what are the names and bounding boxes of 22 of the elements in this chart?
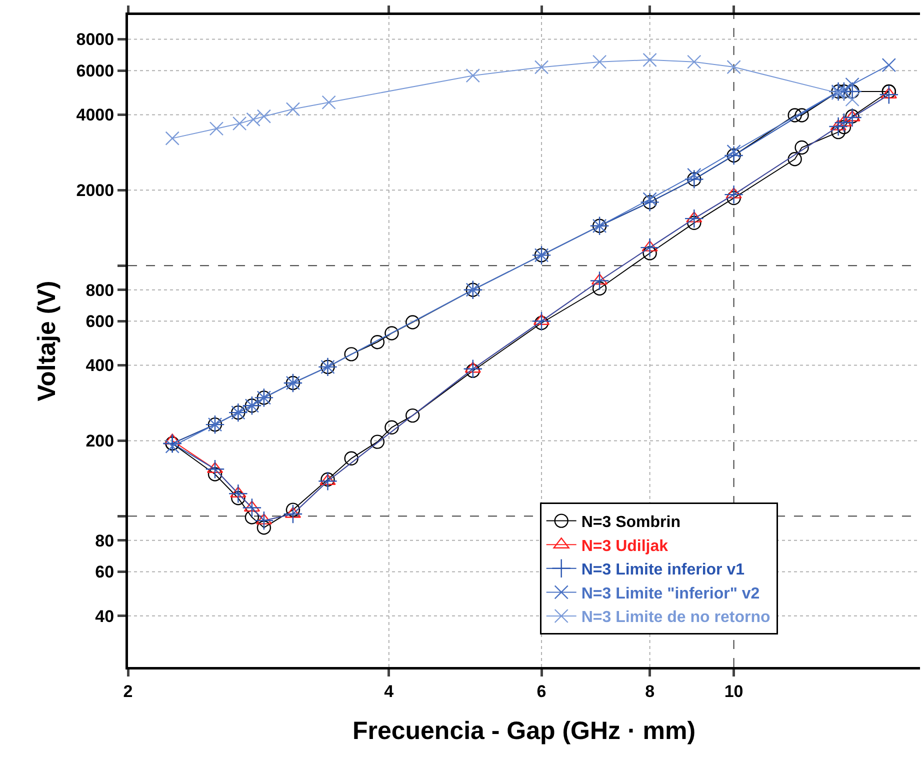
x-tick-label: 8 (645, 682, 655, 701)
legend-label: N=3 Udiljak (581, 538, 668, 555)
x-tick-label: 2 (123, 682, 133, 701)
y-tick-label: 800 (86, 280, 114, 300)
y-tick-label: 40 (95, 606, 114, 626)
x-tick-label: 4 (384, 682, 394, 701)
y-tick-label: 2000 (76, 181, 114, 200)
legend-label: N=3 Limite inferior v1 (581, 562, 745, 579)
y-tick-label: 600 (86, 312, 114, 332)
legend-label: N=3 Limite "inferior" v2 (581, 585, 760, 602)
y-tick-label: 6000 (76, 62, 114, 81)
y-tick-label: 80 (95, 531, 114, 550)
y-tick-label: 8000 (76, 30, 114, 50)
x-tick-label: 6 (536, 682, 546, 701)
x-axis-title: Frecuencia - Gap (GHz · mm) (352, 717, 696, 746)
y-axis-title: Voltaje (V) (32, 280, 61, 402)
x-tick-label: 10 (724, 682, 744, 701)
y-tick-label: 4000 (76, 106, 114, 125)
y-tick-label: 200 (86, 432, 114, 451)
y-tick-label: 60 (95, 562, 114, 582)
legend-label: N=3 Sombrin (581, 514, 680, 532)
y-tick-label: 400 (86, 356, 114, 376)
